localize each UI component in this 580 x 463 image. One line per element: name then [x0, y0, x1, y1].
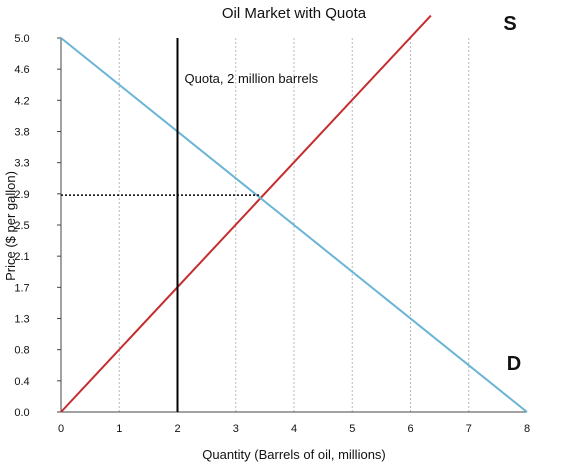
annotations: Quota, 2 million barrels S D	[61, 13, 521, 412]
series-lines	[60, 14, 528, 413]
y-tick-label: 1.7	[14, 282, 29, 294]
x-axis-title: Quantity (Barrels of oil, millions)	[202, 447, 386, 462]
y-tick-label: 3.8	[14, 127, 29, 139]
y-tick-label: 2.1	[14, 251, 29, 263]
x-tick-label: 3	[233, 423, 239, 435]
y-tick-label: 0.0	[14, 407, 29, 419]
x-tick-label: 4	[291, 423, 297, 435]
x-tick-label: 6	[407, 423, 413, 435]
demand-line	[60, 37, 528, 413]
x-tick-label: 8	[524, 423, 530, 435]
y-tick-label: 2.5	[14, 220, 29, 232]
y-tick-label: 0.4	[14, 376, 29, 388]
x-tick-label: 5	[349, 423, 355, 435]
y-tick-label: 5.0	[14, 33, 29, 45]
axes	[57, 37, 527, 413]
demand-label: D	[507, 353, 521, 375]
x-tick-label: 0	[58, 423, 64, 435]
x-tick-label: 1	[116, 423, 122, 435]
y-tick-label: 1.3	[14, 314, 29, 326]
quota-label: Quota, 2 million barrels	[185, 71, 319, 86]
y-tick-label: 4.6	[14, 64, 29, 76]
y-tick-label: 4.2	[14, 95, 29, 107]
supply-line	[60, 14, 432, 413]
supply-label: S	[503, 13, 516, 35]
x-tick-label: 7	[466, 423, 472, 435]
chart-title: Oil Market with Quota	[222, 5, 367, 22]
tick-labels: 0 1 2 3 4 5 6 7 8 0.0 0.4 0.8 1.3 1.7 2.1 2.5 2.9 3.3 3.8 4…	[14, 33, 530, 435]
x-tick-label: 2	[174, 423, 180, 435]
y-tick-label: 2.9	[14, 189, 29, 201]
y-tick-label: 0.8	[14, 345, 29, 357]
y-tick-label: 3.3	[14, 158, 29, 170]
y-axis-title: Price ($ per gallon)	[3, 171, 18, 281]
